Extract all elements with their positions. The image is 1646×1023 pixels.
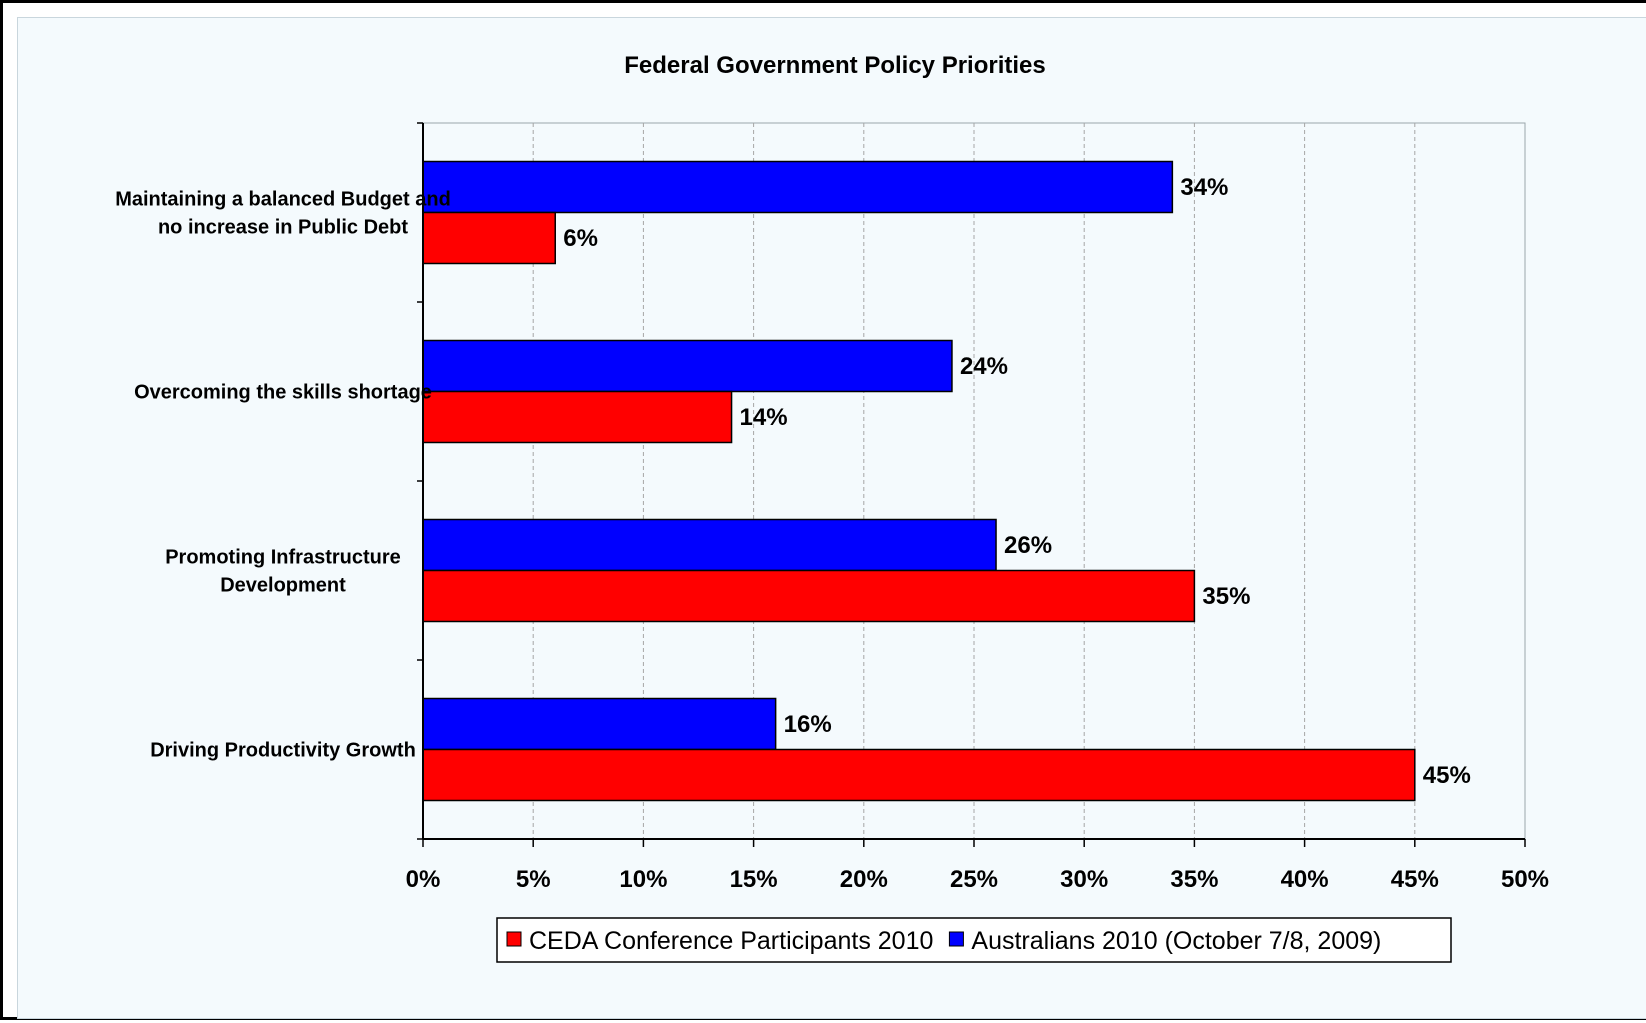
chart-title: Federal Government Policy Priorities: [624, 52, 1045, 79]
bar: [422, 339, 953, 393]
category-label: Development: [220, 575, 346, 597]
legend-label: CEDA Conference Participants 2010: [529, 927, 933, 955]
legend: CEDA Conference Participants 2010 Austral…: [496, 917, 1452, 963]
data-label: 24%: [960, 353, 1008, 380]
bar: [422, 697, 777, 751]
bar: [422, 569, 1196, 623]
category-label: no increase in Public Debt: [158, 217, 408, 239]
data-label: 6%: [563, 225, 598, 252]
category-label: Driving Productivity Growth: [150, 740, 416, 762]
x-tick-label: 30%: [1060, 866, 1108, 893]
data-label: 14%: [740, 404, 788, 431]
category-label: Maintaining a balanced Budget and: [115, 189, 451, 211]
data-label: 16%: [784, 711, 832, 738]
legend-swatch: [948, 931, 964, 947]
axes: 0% 5% 10% 15% 20% 25% 30% 35% 40% 45% 50% Maintaini…: [115, 122, 1549, 893]
bar: [422, 748, 1416, 802]
legend-label: Australians 2010 (October 7/8, 2009): [971, 927, 1381, 955]
x-tick-label: 20%: [840, 866, 888, 893]
legend-swatch: [506, 931, 522, 947]
bar: [422, 160, 1174, 214]
data-label: 35%: [1202, 583, 1250, 610]
x-tick-label: 15%: [730, 866, 778, 893]
bar: [422, 390, 733, 444]
category-label: Overcoming the skills shortage: [134, 382, 432, 404]
x-tick-label: 5%: [516, 866, 551, 893]
x-tick-label: 0%: [406, 866, 441, 893]
data-label: 26%: [1004, 532, 1052, 559]
x-tick-label: 25%: [950, 866, 998, 893]
bars: 34% 6% 24% 14% 26% 35% 16% 45%: [422, 160, 1471, 802]
bar: [422, 211, 556, 265]
legend-box: [496, 917, 1452, 963]
x-tick-label: 45%: [1391, 866, 1439, 893]
data-label: 45%: [1423, 762, 1471, 789]
x-tick-label: 10%: [619, 866, 667, 893]
data-label: 34%: [1180, 174, 1228, 201]
bar-chart: Federal Government Policy Priorities 34%…: [115, 52, 1549, 963]
x-tick-label: 50%: [1501, 866, 1549, 893]
bar: [422, 518, 997, 572]
x-tick-label: 35%: [1170, 866, 1218, 893]
x-tick-label: 40%: [1281, 866, 1329, 893]
category-label: Promoting Infrastructure: [165, 547, 401, 569]
